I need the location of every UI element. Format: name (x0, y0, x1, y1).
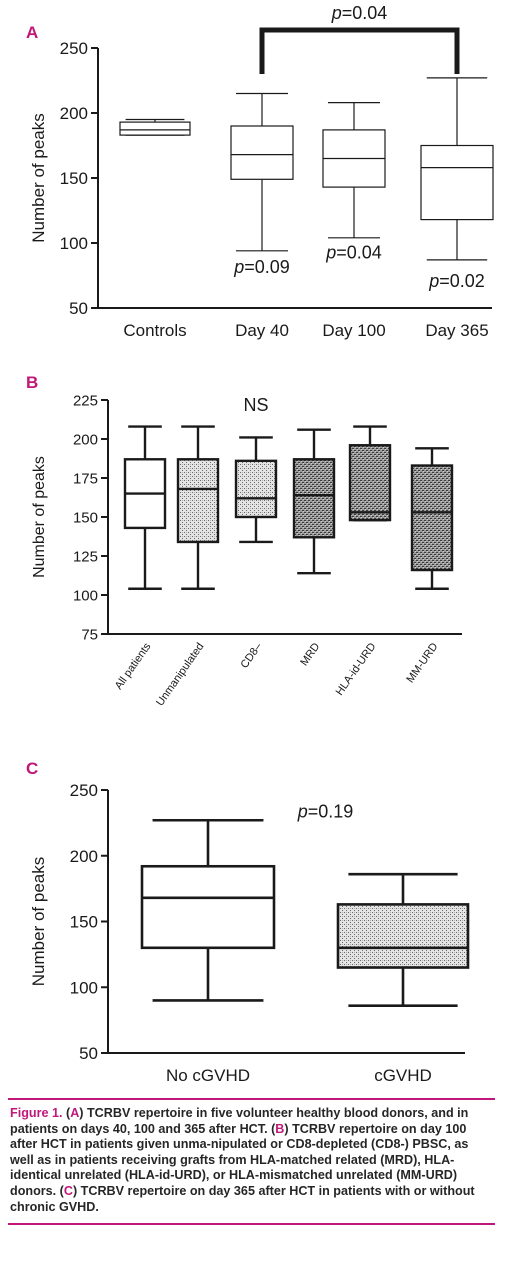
box-day-100 (322, 101, 386, 239)
x-tick-label: Day 365 (425, 321, 488, 340)
box-mrd (292, 428, 336, 575)
y-axis-label: Number of peaks (29, 857, 48, 986)
x-tick-label: cGVHD (374, 1066, 432, 1085)
p-symbol: p (297, 802, 308, 822)
box-unmanipulated (176, 425, 220, 590)
caption-panel-letter: B (275, 1121, 285, 1136)
figure-caption-block: Figure 1. (A) TCRBV repertoire in five v… (8, 1098, 495, 1226)
y-tick-label: 75 (81, 626, 98, 643)
annotation-value: =0.19 (308, 802, 354, 822)
box-day-365 (420, 77, 494, 261)
iqr-box (420, 144, 494, 221)
x-tick-label: Day 100 (322, 321, 385, 340)
annotation-value: =0.02 (439, 271, 485, 291)
annotation-value: =0.04 (342, 3, 388, 23)
box-day-40 (230, 92, 294, 252)
x-tick-label: MM-URD (404, 641, 440, 685)
iqr-box (119, 121, 191, 136)
x-tick-label: HLA-id-URD (334, 641, 379, 698)
caption-top-rule (8, 1098, 495, 1100)
panel-b: B 75 100 125 150 175 200 225 Number of peaks All … (26, 373, 462, 708)
x-tick-label: CD8– (238, 640, 264, 671)
iqr-box (348, 444, 392, 522)
y-tick-label: 100 (73, 587, 98, 604)
iqr-box (336, 903, 470, 969)
p-symbol: p (428, 271, 439, 291)
caption-panel-letter: C (63, 1183, 73, 1198)
iqr-box (234, 459, 278, 519)
box-hla-id-urd (348, 425, 392, 522)
box-no-cgvhd (140, 818, 276, 1002)
caption-text: ) TCRBV repertoire in five volunteer hea… (10, 1106, 469, 1136)
iqr-box (176, 458, 220, 544)
p-symbol: p (331, 3, 342, 23)
x-tick-label: Unmanipulated (154, 641, 206, 709)
annotation-p-value: p=0.04 (325, 243, 382, 263)
box-cd8- (234, 436, 278, 544)
y-tick-label: 150 (73, 509, 98, 526)
box-controls (119, 118, 191, 136)
box-cgvhd (336, 872, 470, 1007)
annotation-value: NS (243, 395, 268, 415)
annotation-p-value: p=0.19 (297, 802, 354, 822)
y-tick-label: 125 (73, 548, 98, 565)
y-tick-label: 150 (70, 913, 98, 932)
y-axis-label: Number of peaks (29, 113, 48, 242)
y-tick-label: 225 (73, 392, 98, 409)
panel-a: A 50 100 150 200 250 Number of peaks Controls Da… (26, 3, 494, 340)
y-tick-label: 50 (69, 299, 88, 318)
caption-text: ) TCRBV repertoire on day 365 after HCT … (10, 1183, 475, 1214)
iqr-box (230, 125, 294, 180)
y-tick-label: 150 (60, 169, 88, 188)
panel-label: C (26, 759, 38, 778)
caption-lead: Figure 1. (10, 1106, 63, 1120)
y-tick-label: 100 (70, 978, 98, 997)
x-tick-label: MRD (298, 641, 322, 668)
y-tick-label: 50 (79, 1044, 98, 1063)
box-mm-urd (410, 447, 454, 590)
x-tick-label: Controls (123, 321, 186, 340)
caption-text: ) TCRBV repertoire on day 100 after HCT … (10, 1121, 469, 1198)
annotation-value: =0.09 (244, 257, 290, 277)
y-tick-label: 250 (60, 39, 88, 58)
iqr-box (292, 458, 336, 539)
box-all-patients (123, 425, 167, 590)
figure-caption: Figure 1. (A) TCRBV repertoire in five v… (8, 1100, 495, 1223)
annotation-value: =0.04 (336, 243, 382, 263)
panel-label: A (26, 23, 38, 42)
significance-bracket (259, 27, 460, 74)
y-tick-label: 200 (70, 847, 98, 866)
figure-panels: A 50 100 150 200 250 Number of peaks Controls Da… (26, 3, 494, 1085)
x-tick-label: All patients (113, 640, 154, 691)
x-tick-label: Day 40 (235, 321, 289, 340)
bracket-p-value: p=0.04 (331, 3, 388, 23)
caption-text: ( (62, 1106, 71, 1120)
y-axis-label: Number of peaks (31, 456, 48, 578)
p-symbol: p (233, 257, 244, 277)
y-tick-label: 250 (70, 781, 98, 800)
annotation-label: NS (243, 395, 268, 415)
y-tick-label: 175 (73, 470, 98, 487)
y-tick-label: 200 (73, 431, 98, 448)
iqr-box (140, 864, 276, 950)
iqr-box (410, 464, 454, 572)
annotation-p-value: p=0.02 (428, 271, 485, 291)
y-tick-label: 200 (60, 104, 88, 123)
panel-c: C 50 100 150 200 250 Number of peaks No cGVHD cG… (26, 759, 470, 1085)
caption-bottom-rule (8, 1223, 495, 1226)
caption-panel-letter: A (70, 1106, 80, 1120)
panel-label: B (26, 373, 38, 392)
annotation-p-value: p=0.09 (233, 257, 290, 277)
x-tick-label: No cGVHD (166, 1066, 250, 1085)
y-tick-label: 100 (60, 234, 88, 253)
p-symbol: p (325, 243, 336, 263)
